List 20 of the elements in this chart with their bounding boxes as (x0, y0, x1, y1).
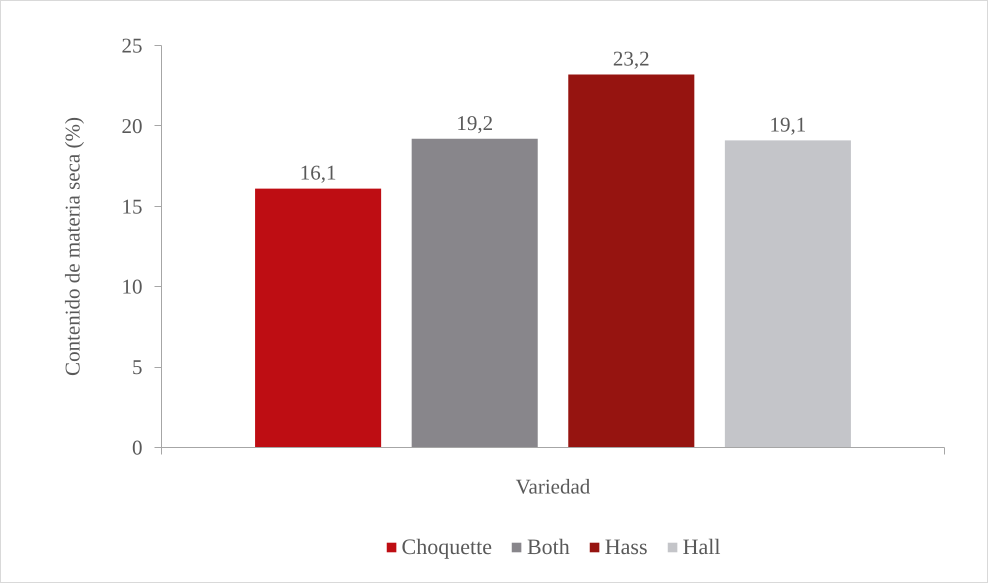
legend-label: Hass (604, 534, 648, 560)
legend-label: Choquette (402, 534, 492, 560)
bar (255, 188, 382, 448)
data-label: 23,2 (612, 46, 650, 70)
data-label: 19,1 (770, 112, 806, 136)
y-tick-label: 10 (122, 274, 142, 299)
y-tick-label: 20 (122, 114, 142, 138)
y-tick-label: 25 (122, 34, 142, 58)
y-tick-label: 5 (132, 355, 142, 380)
legend-label: Hall (682, 534, 720, 560)
bar (568, 74, 694, 448)
y-tick-label: 15 (122, 194, 142, 218)
bar (412, 138, 538, 448)
legend-label: Both (526, 534, 570, 560)
x-axis-title: Variedad (516, 474, 591, 498)
y-tick-label: 0 (132, 436, 142, 460)
data-label: 16,1 (300, 160, 336, 185)
bar (724, 140, 851, 448)
data-label: 19,2 (456, 110, 494, 135)
y-axis-title: Contenido de materia seca (%) (60, 117, 84, 376)
